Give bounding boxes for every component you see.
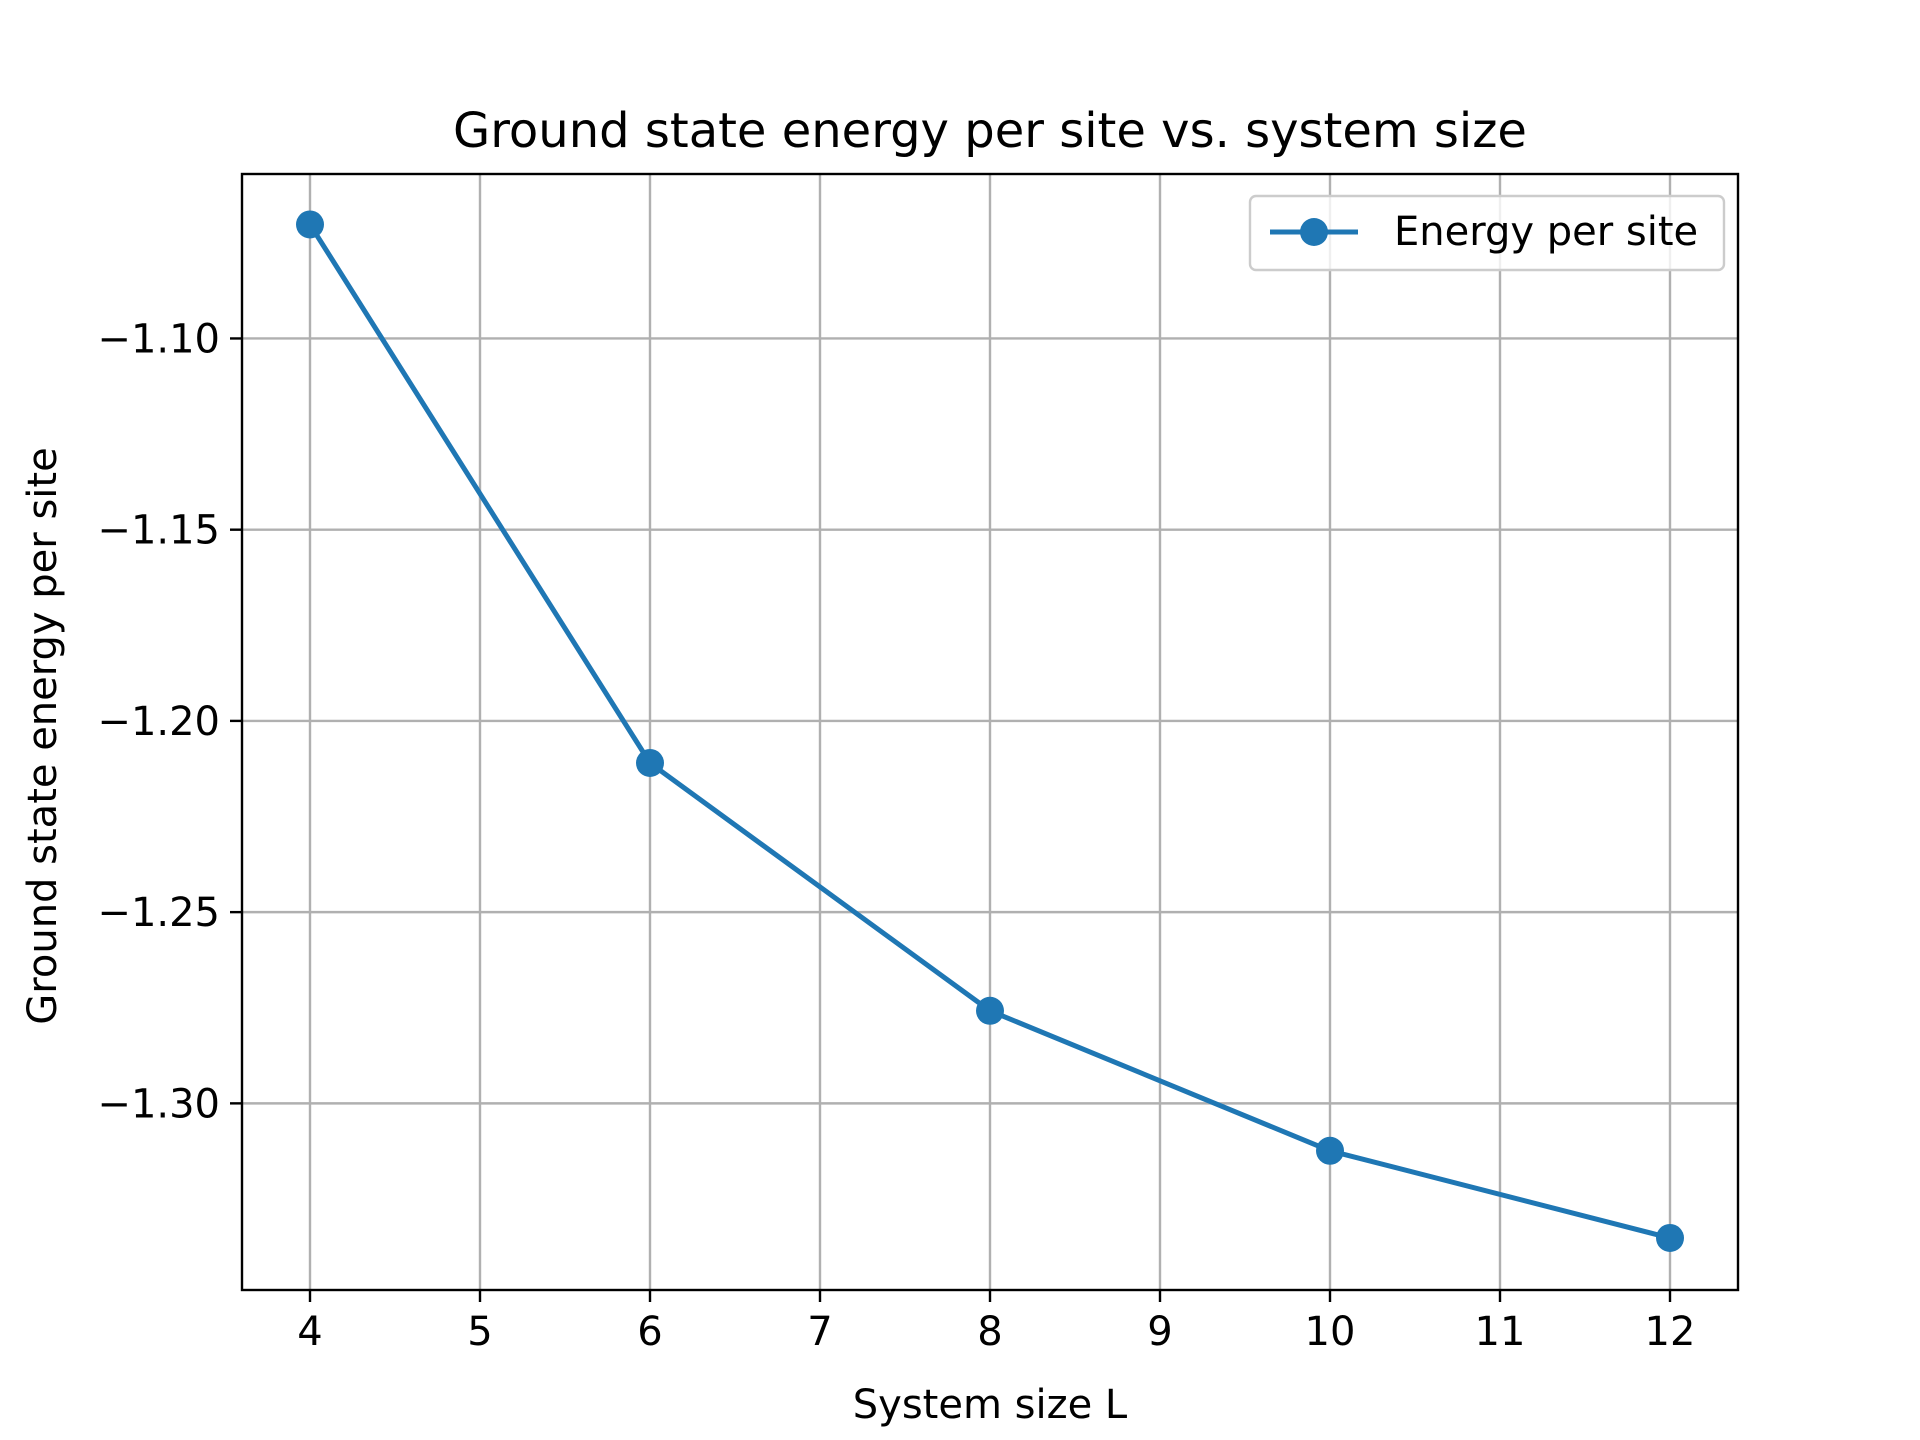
data-point xyxy=(976,996,1004,1025)
data-point xyxy=(1656,1223,1684,1252)
y-tick-label: −1.30 xyxy=(97,1081,220,1127)
data-point xyxy=(636,748,664,777)
x-tick-label: 4 xyxy=(297,1309,322,1355)
chart-title: Ground state energy per site vs. system … xyxy=(453,103,1527,159)
legend-box xyxy=(1248,194,1726,272)
x-tick-label: 8 xyxy=(977,1309,1002,1355)
x-tick-label: 10 xyxy=(1305,1309,1356,1355)
x-tick-label: 6 xyxy=(637,1309,662,1355)
y-axis-label: Ground state energy per site xyxy=(20,447,66,1024)
x-tick-label: 5 xyxy=(467,1309,492,1355)
y-tick-label: −1.25 xyxy=(97,890,220,936)
series-layer xyxy=(296,210,1684,1252)
x-tick-label: 9 xyxy=(1147,1309,1172,1355)
y-tick-label: −1.20 xyxy=(97,699,220,745)
y-axis: −1.10 −1.15 −1.20 −1.25 −1.30 xyxy=(97,316,242,1127)
data-point xyxy=(296,210,324,239)
x-tick-label: 12 xyxy=(1645,1309,1696,1355)
grid xyxy=(242,174,1738,1290)
data-point xyxy=(1316,1136,1344,1165)
x-axis-label: System size L xyxy=(853,1382,1128,1428)
x-axis: 4 5 6 7 8 9 10 11 12 xyxy=(297,1290,1695,1355)
x-tick-label: 11 xyxy=(1475,1309,1526,1355)
legend-label: Energy per site xyxy=(1394,209,1698,255)
legend-marker-sample xyxy=(1300,218,1328,246)
x-tick-label: 7 xyxy=(807,1309,832,1355)
legend: Energy per site xyxy=(1248,194,1726,272)
y-tick-label: −1.15 xyxy=(97,508,220,554)
y-tick-label: −1.10 xyxy=(97,316,220,362)
